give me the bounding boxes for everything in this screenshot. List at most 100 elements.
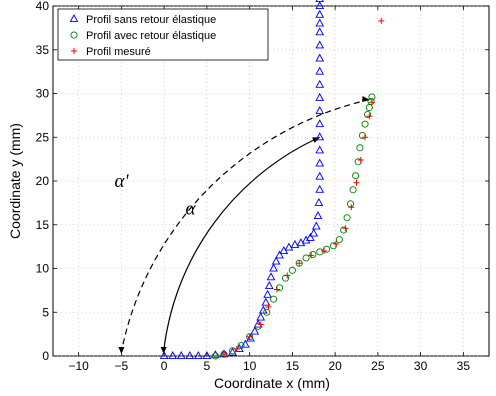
series-circle (211, 93, 376, 360)
triangle-point (315, 53, 325, 62)
x-tick-label: −5 (115, 359, 129, 373)
plus-point (257, 321, 264, 328)
circle-point (275, 284, 284, 292)
circle-point (295, 259, 303, 267)
arrowhead-icon (362, 96, 370, 103)
circle-point (246, 333, 254, 341)
circle-point (340, 226, 348, 234)
triangle-point (202, 351, 212, 360)
plus-point (366, 113, 373, 120)
x-tick-label: −10 (68, 359, 89, 373)
triangle-point (315, 106, 325, 115)
plus-point (332, 241, 339, 247)
circle-point (288, 266, 296, 274)
plus-point (357, 157, 364, 163)
circle-point (270, 295, 278, 303)
triangle-point (305, 232, 315, 241)
x-tick-labels: −10 −5 0 5 10 15 20 25 30 35 (68, 359, 470, 373)
x-tick-label: 15 (286, 359, 300, 373)
circle-point (302, 254, 310, 262)
legend-marker-plus (71, 48, 77, 54)
triangle-point (228, 347, 237, 356)
y-tick-labels: 0 5 10 15 20 25 30 35 40 (36, 0, 50, 363)
plus-point (233, 346, 240, 352)
triangle-point (261, 297, 271, 306)
plus-point (353, 179, 360, 186)
plus-point (342, 225, 349, 232)
x-axis-label: Coordinate x (mm) (214, 375, 330, 391)
plus-point (378, 17, 385, 24)
y-tick-label: 20 (36, 174, 50, 188)
triangle-point (309, 228, 319, 237)
triangle-point (315, 66, 325, 75)
triangle-point (250, 326, 260, 335)
triangle-point (263, 289, 272, 298)
data-series (159, 0, 385, 360)
circle-point (309, 250, 317, 259)
triangle-point (185, 351, 195, 360)
plus-point (362, 134, 369, 141)
triangle-point (176, 351, 186, 360)
triangle-point (315, 145, 325, 154)
y-tick-label: 25 (36, 130, 50, 144)
series-triangle (159, 0, 325, 360)
circle-point (352, 172, 360, 180)
circle-point (364, 110, 372, 119)
triangle-point (275, 250, 284, 259)
arrowhead-icon (118, 347, 125, 354)
triangle-point (269, 263, 278, 272)
triangle-point (284, 242, 294, 251)
plus-point (284, 272, 291, 279)
triangle-point (315, 119, 325, 128)
triangle-point (315, 184, 325, 193)
circle-point (349, 186, 357, 194)
legend-label-measured: Profil mesuré (86, 46, 151, 58)
plus-point (296, 260, 303, 267)
y-tick-label: 5 (42, 305, 49, 319)
triangle-point (290, 239, 300, 248)
x-tick-label: 0 (161, 359, 168, 373)
alpha-prime-annotation: α' (115, 171, 130, 192)
plus-point (308, 252, 315, 259)
y-tick-label: 15 (36, 218, 50, 232)
triangle-point (315, 0, 325, 3)
legend-label-no-springback: Profil sans retour élastique (86, 14, 216, 26)
triangle-point (314, 197, 324, 206)
arrowhead-icon (160, 347, 167, 354)
triangle-point (315, 158, 325, 167)
triangle-point (159, 351, 169, 360)
triangle-point (315, 18, 325, 27)
plus-point (246, 333, 253, 340)
circle-point (228, 347, 237, 355)
x-tick-label: 10 (243, 359, 257, 373)
circle-point (361, 120, 369, 128)
alpha-arc (163, 136, 320, 353)
triangle-point (315, 40, 325, 49)
series-plus (220, 17, 385, 358)
y-tick-label: 40 (36, 0, 50, 13)
plus-point (348, 204, 355, 211)
y-tick-label: 35 (36, 43, 50, 57)
triangle-point (315, 79, 325, 88)
legend-box (57, 8, 269, 61)
circle-point (329, 242, 337, 250)
triangle-point (256, 312, 266, 321)
plus-point (321, 248, 328, 254)
y-tick-label: 0 (42, 349, 49, 363)
circle-point (237, 341, 245, 350)
x-tick-label: 30 (414, 359, 428, 373)
circle-point (358, 131, 367, 140)
circle-point (335, 236, 343, 244)
circle-point (263, 308, 271, 316)
triangle-point (315, 92, 325, 101)
triangle-point (315, 1, 325, 10)
triangle-point (315, 171, 325, 180)
circle-point (356, 144, 364, 152)
legend-marker-circle (70, 31, 78, 39)
circle-point (316, 248, 324, 256)
angle-arcs (118, 96, 370, 354)
triangle-point (315, 9, 325, 18)
x-tick-label: 35 (457, 359, 471, 373)
circle-point (211, 352, 219, 360)
